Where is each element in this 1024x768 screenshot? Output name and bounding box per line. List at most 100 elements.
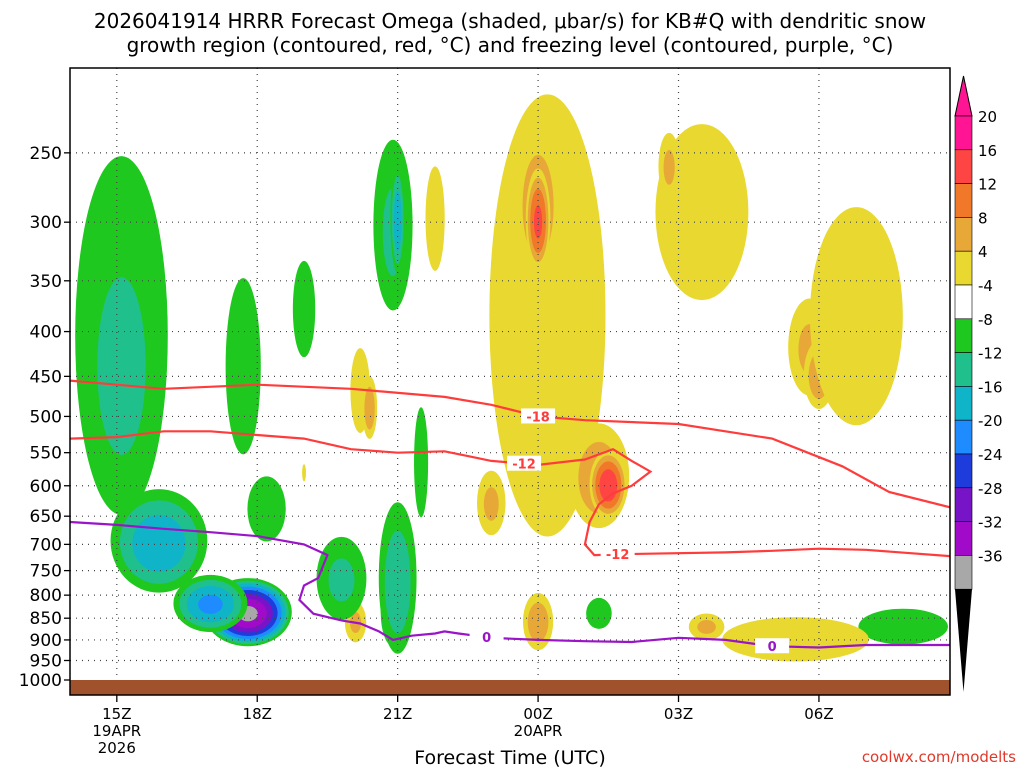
omega-cell-14-level-4 [425, 166, 445, 271]
omega-cell-31-level-4 [809, 207, 903, 426]
x-tick-label-21Z: 21Z [383, 705, 412, 723]
omega-cell-23-level-8 [527, 602, 549, 642]
omega-cell-10-level--8 [384, 530, 411, 634]
colorbar-swatch-3 [954, 217, 973, 252]
colorbar-label--36: -36 [978, 547, 1003, 565]
chart-title-line1: 2026041914 HRRR Forecast Omega (shaded, … [94, 9, 926, 33]
colorbar-swatch-6 [954, 318, 973, 353]
colorbar-label-12: 12 [978, 176, 997, 194]
colorbar-swatch-5 [954, 284, 973, 320]
x-tick-label-15Z: 15Z [102, 705, 131, 723]
x-tick-label-03Z: 03Z [664, 705, 693, 723]
contour-label--12: -12 [512, 458, 536, 473]
y-tick-label-950: 950 [30, 651, 62, 671]
colorbar-label-4: 4 [978, 243, 988, 261]
watermark: coolwx.com/modelts [862, 748, 1016, 766]
colorbar-top-arrow [954, 75, 973, 117]
colorbar-label--8: -8 [978, 311, 993, 329]
y-tick-label-750: 750 [30, 562, 62, 582]
x-tick-date-00Z: 20APR [514, 722, 563, 740]
omega-cell-24-level-8 [483, 487, 499, 521]
omega-cell-6-level--4 [247, 476, 286, 542]
contour-label-bg [469, 629, 504, 645]
omega-cell-34-level-8 [697, 620, 716, 634]
colorbar-swatch-7 [954, 352, 973, 387]
y-tick-label-450: 450 [30, 367, 62, 387]
contour-line--12 [70, 430, 950, 558]
omega-cell-28-level-8 [663, 149, 675, 185]
omega-cell-3-level--16 [198, 594, 223, 614]
colorbar-swatch-0 [954, 115, 973, 151]
omega-cell-2-level--12 [132, 514, 186, 572]
y-tick-label-800: 800 [30, 586, 62, 606]
colorbar: 20 16 12 8 4 -4 -8 -12 -16 -20 -24 -28 -32 -36 [954, 75, 1003, 692]
contour-label-bg [507, 455, 542, 471]
colorbar-label--16: -16 [978, 378, 1003, 396]
colorbar-label--20: -20 [978, 412, 1003, 430]
colorbar-swatch-12 [954, 521, 973, 556]
y-tick-label-700: 700 [30, 535, 62, 555]
omega-cell-16-level-8 [364, 386, 375, 430]
x-tick-date-15Z: 19APR [92, 722, 141, 740]
x-tick-label-18Z: 18Z [243, 705, 272, 723]
omega-cell-26-level--4 [586, 597, 612, 629]
colorbar-label--28: -28 [978, 480, 1003, 498]
omega-cell-5-level--4 [292, 260, 316, 358]
y-tick-label-500: 500 [30, 407, 62, 427]
y-tick-label-400: 400 [30, 323, 62, 343]
y-tick-label-250: 250 [30, 144, 62, 164]
colorbar-swatch-13 [954, 555, 973, 590]
colorbar-label-20: 20 [978, 108, 997, 126]
y-tick-label-850: 850 [30, 609, 62, 629]
colorbar-swatch-2 [954, 183, 973, 218]
omega-cell-0-level--8 [97, 277, 146, 455]
colorbar-label--24: -24 [978, 446, 1003, 464]
omega-cell-32-level--4 [858, 608, 948, 645]
omega-cell-4-level--4 [225, 278, 261, 455]
colorbar-swatch-4 [954, 250, 973, 286]
colorbar-swatch-1 [954, 149, 973, 184]
contour-label-0: 0 [768, 640, 777, 655]
contour-line-0 [70, 520, 950, 649]
omega-cell-8-level--12 [393, 190, 402, 252]
colorbar-label--32: -32 [978, 514, 1003, 532]
y-axis-ticks: 2503003504004505005506006507007508008509… [19, 144, 70, 691]
y-tick-label-550: 550 [30, 444, 62, 464]
y-tick-label-1000: 1000 [19, 671, 62, 691]
chart-title-line2: growth region (contoured, red, °C) and f… [127, 33, 894, 57]
x-tick-year-15Z: 2026 [98, 739, 136, 757]
contour-label-0: 0 [482, 631, 491, 646]
x-tick-label-00Z: 00Z [523, 705, 552, 723]
colorbar-label--12: -12 [978, 345, 1003, 363]
colorbar-label-16: 16 [978, 142, 997, 160]
contour-label-bg [755, 638, 790, 654]
y-tick-label-650: 650 [30, 507, 62, 527]
y-tick-label-600: 600 [30, 477, 62, 497]
contour-label--18: -18 [526, 410, 550, 425]
colorbar-swatch-10 [954, 453, 973, 489]
omega-cell-12-level--8 [328, 558, 355, 602]
y-tick-label-350: 350 [30, 272, 62, 292]
colorbar-swatch-11 [954, 487, 973, 522]
omega-cell-17-level-4 [302, 464, 306, 482]
omega-cell-33-level-4 [722, 617, 869, 662]
colorbar-swatch-9 [954, 419, 973, 455]
omega-cell-13-level--4 [414, 407, 429, 518]
plot-frame [69, 67, 951, 696]
colorbar-swatch-8 [954, 386, 973, 421]
contour-label--12: -12 [606, 548, 630, 563]
colorbar-bottom-arrow [955, 589, 972, 692]
colorbar-label--4: -4 [978, 277, 993, 295]
ground-strip [70, 680, 950, 695]
x-axis-label: Forecast Time (UTC) [414, 747, 605, 768]
y-tick-label-900: 900 [30, 631, 62, 651]
grid [70, 68, 950, 680]
contour-label-bg [600, 546, 635, 562]
contour-labels: -18 -12 -12 0 0 [469, 408, 790, 655]
contour-label-bg [521, 408, 556, 424]
y-tick-label-300: 300 [30, 213, 62, 233]
x-tick-label-06Z: 06Z [804, 705, 833, 723]
omega-shading [75, 94, 948, 662]
